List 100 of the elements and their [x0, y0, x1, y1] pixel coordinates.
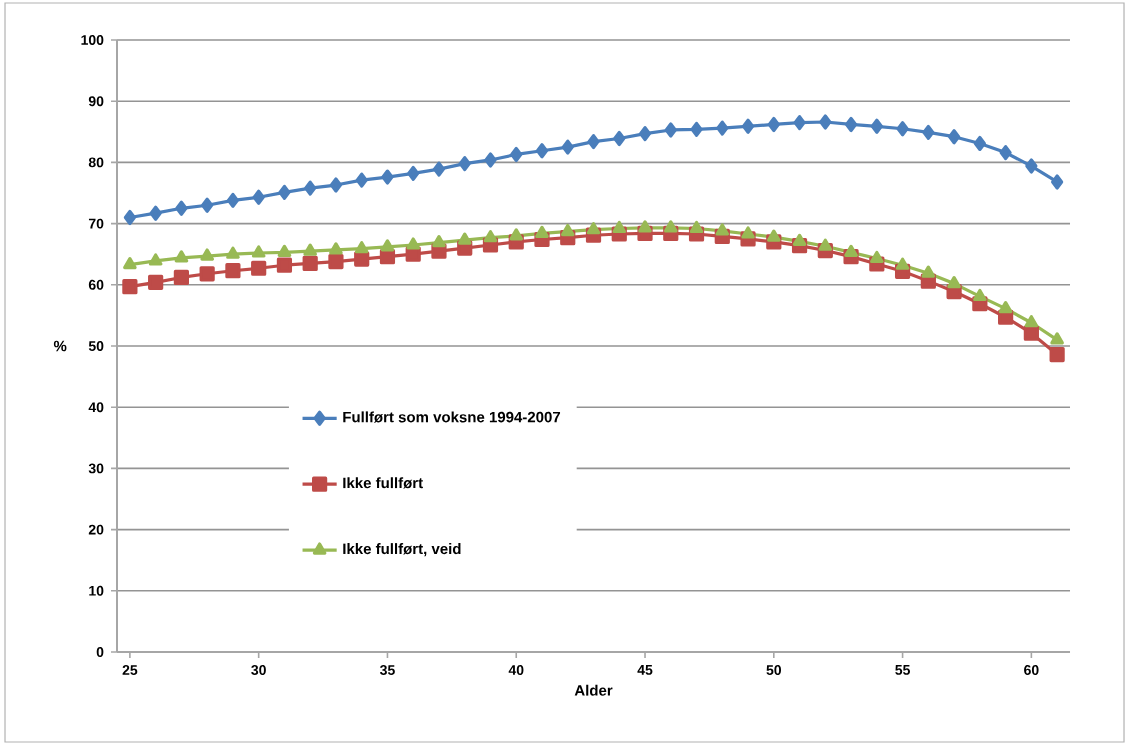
point [148, 253, 163, 266]
point [432, 161, 446, 177]
y-tick-label: 70 [88, 218, 104, 229]
point [380, 239, 395, 252]
point [560, 223, 575, 237]
point [922, 124, 935, 141]
x-tick-label: 60 [1024, 665, 1039, 675]
point [767, 116, 780, 133]
point [226, 246, 240, 259]
y-tick-label: 10 [89, 585, 104, 596]
y-tick-label: 20 [88, 524, 104, 535]
point [329, 242, 343, 255]
legend-label: Ikke fullført [343, 477, 423, 489]
point [276, 257, 293, 273]
point [1050, 332, 1064, 345]
legend-label: Ikke fullført, veid [343, 543, 461, 557]
x-tick-label: 35 [379, 665, 395, 675]
point [174, 250, 189, 263]
point [613, 130, 626, 147]
point [328, 253, 344, 270]
point [689, 220, 704, 234]
point [973, 135, 986, 152]
legend-label: Fullført som voksne 1994-2007 [343, 411, 561, 423]
y-tick-label: 90 [88, 96, 104, 107]
point [149, 205, 162, 221]
x-tick-label: 25 [122, 665, 138, 675]
point [1023, 325, 1039, 341]
point [277, 244, 292, 257]
point [251, 260, 267, 276]
point [381, 169, 394, 185]
point [329, 177, 343, 193]
point [200, 248, 214, 261]
point [716, 120, 729, 136]
point [302, 255, 318, 271]
point [175, 200, 188, 216]
point [1049, 346, 1065, 363]
y-tick-label: 40 [88, 402, 104, 413]
point [510, 146, 523, 163]
point [895, 257, 910, 270]
point [612, 220, 627, 234]
point [999, 145, 1012, 161]
point [355, 172, 368, 188]
point [638, 126, 652, 142]
point [457, 232, 472, 245]
point [535, 143, 549, 159]
point [690, 121, 703, 137]
point [354, 251, 370, 267]
point [148, 274, 164, 290]
point [741, 118, 755, 134]
point [1024, 315, 1039, 328]
point [484, 152, 497, 168]
point [509, 228, 524, 241]
point [123, 257, 137, 270]
point [870, 118, 883, 134]
y-tick-label: 50 [88, 341, 104, 351]
point [173, 269, 189, 286]
y-tick-label: 30 [88, 463, 104, 474]
point [251, 245, 266, 258]
y-tick-label: 0 [96, 647, 104, 657]
point [587, 133, 600, 150]
point [715, 223, 730, 236]
point [1051, 174, 1064, 190]
y-axis-title: % [53, 340, 67, 352]
point [870, 250, 884, 264]
point [199, 266, 215, 282]
point [586, 222, 601, 235]
x-tick-label: 30 [251, 665, 266, 675]
point [225, 263, 241, 279]
point [844, 116, 858, 133]
y-tick-label: 60 [88, 279, 104, 290]
point [432, 234, 446, 248]
point [483, 230, 498, 243]
point [122, 279, 138, 295]
x-tick-label: 50 [766, 665, 782, 675]
y-tick-label: 80 [88, 157, 104, 168]
point [407, 165, 420, 182]
point [664, 122, 677, 138]
point [226, 192, 240, 208]
point [819, 114, 832, 130]
point [303, 243, 317, 256]
point [792, 233, 807, 246]
point [998, 301, 1013, 314]
point [304, 180, 317, 196]
point [406, 237, 420, 250]
point [767, 229, 781, 242]
point [896, 121, 909, 137]
point [354, 241, 369, 254]
point [844, 244, 858, 257]
x-tick-label: 55 [895, 665, 910, 675]
point [535, 225, 549, 238]
point [921, 265, 936, 278]
y-tick-label: 100 [81, 35, 104, 45]
point [201, 197, 214, 213]
point [458, 156, 471, 172]
point [948, 129, 961, 145]
point [123, 209, 136, 226]
point [379, 249, 396, 265]
point [973, 288, 987, 302]
x-axis-title: Alder [574, 684, 613, 696]
x-tick-label: 40 [508, 665, 524, 675]
